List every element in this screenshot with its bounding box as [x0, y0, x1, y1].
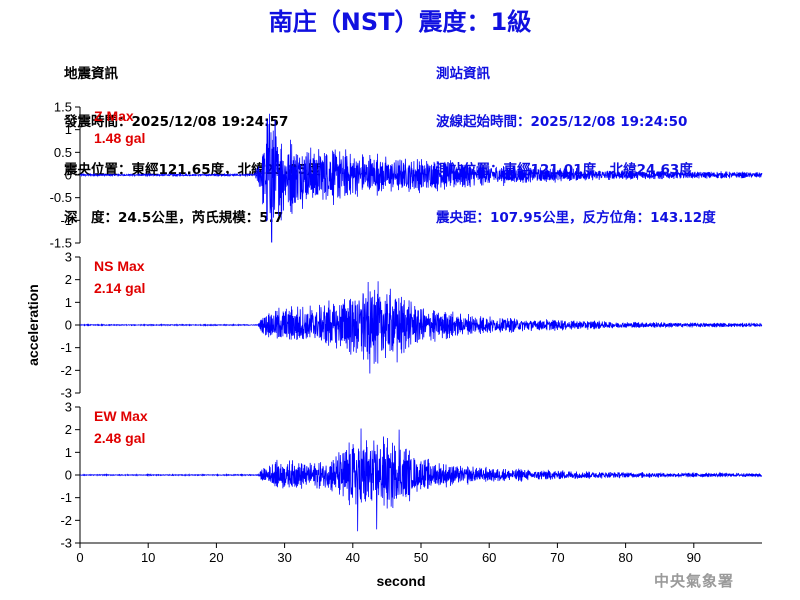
y-tick-label-ew: 2: [65, 422, 72, 437]
event-info: 地震資訊 發震時間：2025/12/08 19:24:57 震央位置：東經121…: [64, 34, 321, 242]
station-info-header: 測站資訊: [436, 66, 490, 82]
x-tick-label: 10: [141, 550, 155, 565]
y-tick-label-ns: 3: [65, 250, 72, 265]
x-tick-label: 60: [482, 550, 496, 565]
x-tick-label: 0: [76, 550, 83, 565]
y-tick-label-ew: -3: [60, 536, 72, 551]
waveform-ns: [79, 281, 763, 374]
wave-start-time: 波線起始時間：2025/12/08 19:24:50: [436, 114, 688, 130]
x-tick-label: 90: [687, 550, 701, 565]
waveform-z: [79, 113, 763, 243]
x-tick-label: 40: [346, 550, 360, 565]
y-tick-label-z: 0: [65, 168, 72, 183]
y-tick-label-z: 1: [65, 122, 72, 137]
y-axis-label: acceleration: [25, 284, 41, 366]
y-tick-label-ew: 1: [65, 445, 72, 460]
depth-magnitude: 深 度：24.5公里，芮氏規模：5.7: [64, 210, 284, 226]
y-tick-label-ew: 3: [65, 400, 72, 415]
y-tick-label-ns: -3: [60, 386, 72, 401]
agency-watermark: 中央氣象署: [654, 572, 735, 590]
y-tick-label-ew: -1: [60, 490, 72, 505]
y-tick-label-z: -0.5: [50, 190, 72, 205]
y-tick-label-z: 1.5: [54, 100, 72, 115]
chart-title: 南庄（NST）震度：1級: [268, 8, 532, 36]
y-tick-label-z: 0.5: [54, 145, 72, 160]
x-tick-label: 80: [618, 550, 632, 565]
event-info-header: 地震資訊: [64, 66, 118, 82]
x-tick-label: 70: [550, 550, 564, 565]
x-tick-label: 50: [414, 550, 428, 565]
origin-time: 發震時間：2025/12/08 19:24:57: [64, 114, 289, 130]
x-axis-label: second: [376, 573, 425, 589]
y-tick-label-ns: 0: [65, 318, 72, 333]
y-tick-label-ew: 0: [65, 468, 72, 483]
waveform-ew: [79, 428, 763, 532]
max-value-ew: 2.48 gal: [94, 430, 145, 446]
max-label-ns: NS Max: [94, 258, 145, 274]
distance-azimuth: 震央距：107.95公里，反方位角：143.12度: [436, 210, 716, 226]
max-value-ns: 2.14 gal: [94, 280, 145, 296]
y-tick-label-ns: -1: [60, 340, 72, 355]
y-tick-label-ns: -2: [60, 363, 72, 378]
max-label-z: Z Max: [94, 108, 134, 124]
y-tick-label-ns: 1: [65, 295, 72, 310]
x-tick-label: 20: [209, 550, 223, 565]
y-tick-label-ew: -2: [60, 513, 72, 528]
x-tick-label: 30: [277, 550, 291, 565]
y-tick-label-z: -1.5: [50, 236, 72, 251]
max-value-z: 1.48 gal: [94, 130, 145, 146]
max-label-ew: EW Max: [94, 408, 148, 424]
y-tick-label-z: -1: [60, 213, 72, 228]
y-tick-label-ns: 2: [65, 272, 72, 287]
